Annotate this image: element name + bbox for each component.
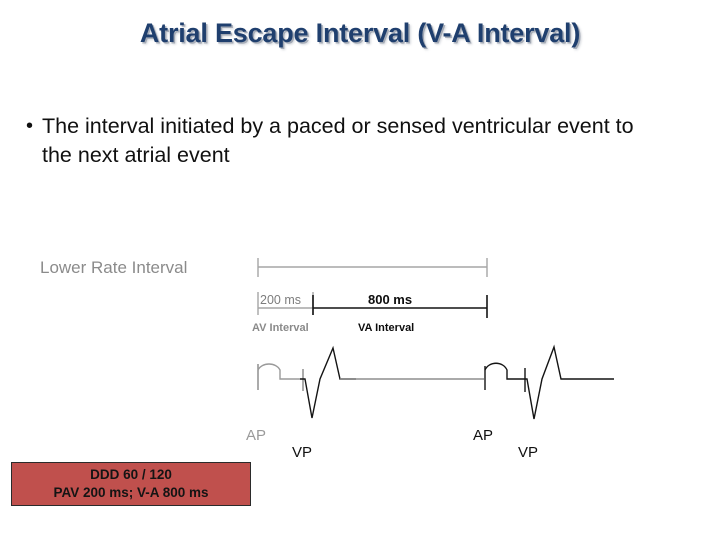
label-atrial-paced-1: AP [246, 427, 267, 444]
qrs-complex-1 [300, 345, 356, 419]
device-mode-line: DDD 60 / 120 [90, 467, 172, 482]
label-va-interval: VA Interval [358, 322, 415, 334]
label-ventricular-paced-2: VP [518, 444, 539, 461]
label-va-duration: 800 ms [368, 292, 413, 307]
page-title: Atrial Escape Interval (V-A Interval) [139, 18, 581, 48]
label-av-duration: 200 ms [260, 293, 301, 307]
bullet-list-item: • The interval initiated by a paced or s… [26, 112, 686, 170]
label-atrial-paced-2: AP [473, 427, 494, 444]
label-ventricular-paced-1: VP [292, 444, 313, 461]
p-wave-2 [484, 362, 522, 380]
qrs-complex-2 [522, 344, 614, 420]
p-wave-1 [257, 363, 300, 380]
device-timing-line: PAV 200 ms; V-A 800 ms [53, 485, 209, 500]
label-av-interval: AV Interval [252, 322, 309, 334]
device-settings-box: DDD 60 / 120 PAV 200 ms; V-A 800 ms [11, 462, 251, 506]
bullet-marker-icon: • [26, 115, 34, 137]
label-lower-rate-interval: Lower Rate Interval [40, 258, 188, 277]
bullet-item-text: The interval initiated by a paced or sen… [42, 114, 634, 167]
lower-rate-interval-bracket [257, 258, 488, 277]
body-content: • The interval initiated by a paced or s… [26, 112, 686, 170]
